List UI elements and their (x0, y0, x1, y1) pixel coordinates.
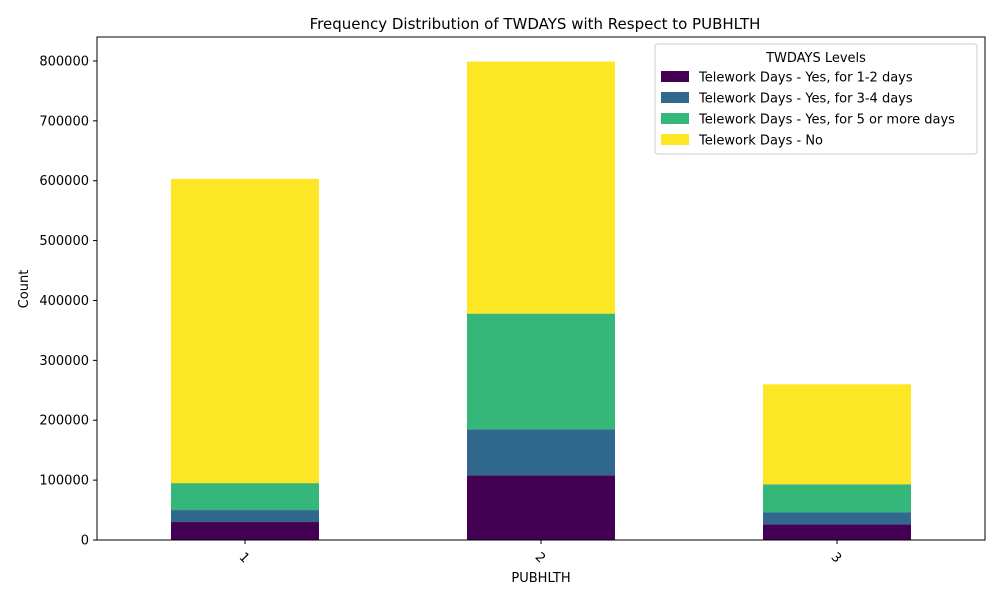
bar-segment-3-series-1 (763, 524, 911, 540)
x-tick-label: 1 (236, 550, 252, 566)
bar-segment-3-series-4 (763, 384, 911, 485)
legend-swatch (661, 134, 689, 145)
legend-swatch (661, 92, 689, 103)
y-tick-label: 500000 (39, 234, 89, 249)
bar-segment-3-series-2 (763, 512, 911, 525)
legend-label: Telework Days - Yes, for 1-2 days (698, 71, 913, 86)
bars-group (171, 61, 911, 540)
y-tick-label: 600000 (39, 174, 89, 189)
legend-items: Telework Days - Yes, for 1-2 days Telewor… (661, 71, 955, 149)
y-tick-label: 700000 (39, 114, 89, 129)
y-tick-label: 300000 (39, 354, 89, 369)
bar-segment-1-series-3 (171, 483, 319, 511)
legend-swatch (661, 71, 689, 82)
bar-segment-2-series-4 (467, 61, 615, 314)
y-tick-label: 200000 (39, 414, 89, 429)
chart-title: Frequency Distribution of TWDAYS with Re… (310, 15, 761, 33)
legend-title: TWDAYS Levels (765, 51, 866, 66)
bar-segment-3-series-3 (763, 484, 911, 513)
legend-label: Telework Days - Yes, for 3-4 days (698, 92, 913, 107)
bar-segment-1-series-4 (171, 178, 319, 484)
legend-frame (654, 43, 978, 155)
x-tick-label: 2 (532, 550, 548, 566)
y-axis-label: Count (17, 270, 32, 309)
y-tick-label: 400000 (39, 294, 89, 309)
y-tick-label: 100000 (39, 474, 89, 489)
x-axis-label: PUBHLTH (511, 571, 570, 586)
bar-segment-2-series-1 (467, 475, 615, 540)
axes-group: 0 100000 200000 300000 400000 500000 600000 700… (39, 36, 986, 566)
x-tick-label: 3 (828, 550, 844, 566)
bar-segment-2-series-3 (467, 313, 615, 430)
legend-label: Telework Days - Yes, for 5 or more days (698, 113, 955, 128)
legend: TWDAYS Levels Telework Days - Yes, for 1… (654, 43, 978, 155)
y-tick-label: 800000 (39, 54, 89, 69)
legend-swatch (661, 113, 689, 124)
bar-segment-1-series-2 (171, 510, 319, 523)
bar-segment-1-series-1 (171, 522, 319, 540)
legend-label: Telework Days - No (698, 134, 823, 149)
bar-segment-2-series-2 (467, 429, 615, 476)
y-tick-label: 0 (81, 534, 89, 549)
